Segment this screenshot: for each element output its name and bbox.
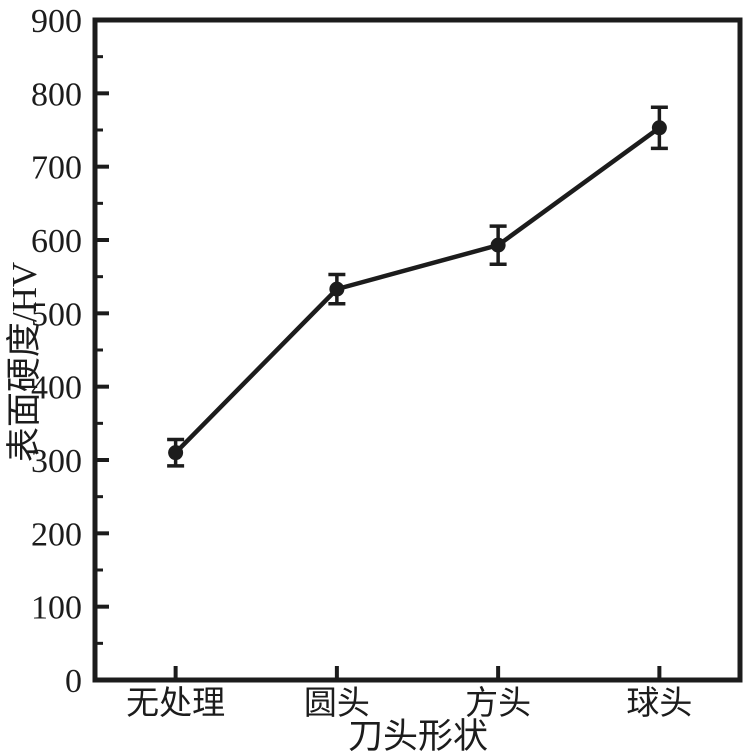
y-axis-tick-label: 900 xyxy=(31,3,82,40)
y-axis-tick-label: 100 xyxy=(31,590,82,627)
x-axis-category-label: 方头 xyxy=(465,685,531,722)
y-axis-title: 表面硬度/HV xyxy=(5,262,44,462)
data-point-marker xyxy=(651,120,667,136)
plot-border xyxy=(92,17,743,683)
x-axis-category-label: 无处理 xyxy=(126,685,225,722)
y-axis-tick-label: 200 xyxy=(31,516,82,553)
y-axis-tick-label: 800 xyxy=(31,76,82,113)
x-axis-category-label: 球头 xyxy=(626,685,692,722)
data-point-marker xyxy=(329,281,345,297)
chart-generated-content: 0 100 200 300 400 500 600 700 800 900 无处理 圆头 方头 球头 xyxy=(31,3,743,722)
x-axis-category-label: 圆头 xyxy=(304,686,370,722)
y-axis-tick-label: 300 xyxy=(31,443,82,480)
data-point-marker xyxy=(490,237,506,253)
y-axis-tick-label: 400 xyxy=(31,370,82,407)
y-axis-tick-label: 600 xyxy=(31,223,82,260)
y-axis-tick-label: 700 xyxy=(31,150,82,187)
x-axis-title: 刀头形状 xyxy=(348,717,488,756)
y-axis-tick-label: 500 xyxy=(31,296,82,333)
data-point-marker xyxy=(168,445,184,461)
series-line xyxy=(173,125,662,455)
y-axis-tick-label: 0 xyxy=(65,663,82,700)
